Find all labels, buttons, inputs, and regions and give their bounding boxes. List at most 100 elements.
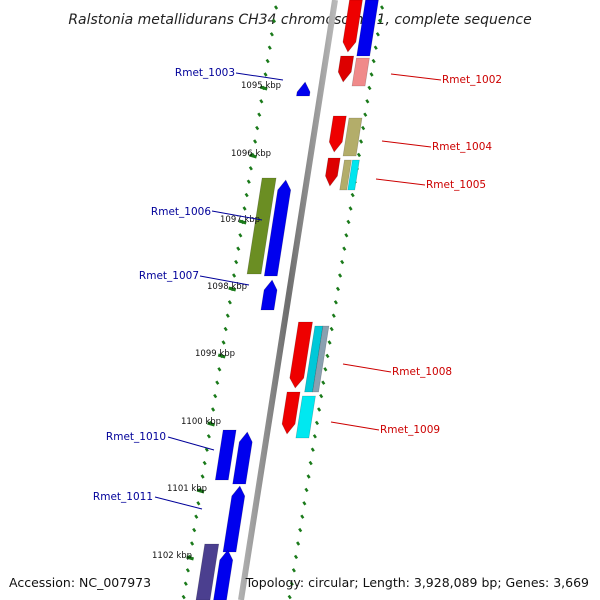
gene-label-rmet-1005[interactable]: Rmet_1005 xyxy=(426,179,486,191)
gene-label-rmet-1011[interactable]: Rmet_1011 xyxy=(93,491,153,503)
tick-mark xyxy=(377,18,383,24)
gene-label-rmet-1003[interactable]: Rmet_1003 xyxy=(175,67,235,79)
tick-mark xyxy=(333,300,338,305)
gene-feature-blue[interactable] xyxy=(232,431,253,485)
tick-mark xyxy=(255,125,260,131)
gene-feature-rmet-1006[interactable] xyxy=(246,177,277,275)
gene-label-rmet-1006[interactable]: Rmet_1006 xyxy=(151,206,211,218)
tick-mark xyxy=(259,99,264,104)
kbp-label-1096: 1096 kbp xyxy=(231,149,271,159)
tick-mark xyxy=(257,112,262,117)
gene-feature-red[interactable] xyxy=(328,115,347,153)
leader-line-rmet-1011 xyxy=(154,496,203,510)
leader-line-rmet-1009 xyxy=(330,421,380,431)
tick-mark xyxy=(380,5,385,10)
gene-feature-red[interactable] xyxy=(289,321,313,389)
gene-feature-blue[interactable] xyxy=(356,0,379,57)
gene-feature-purple[interactable] xyxy=(195,543,220,600)
tick-mark xyxy=(340,259,345,265)
tick-mark xyxy=(225,313,230,318)
tick-mark xyxy=(291,568,296,573)
tick-mark xyxy=(344,233,349,238)
kbp-labels: 1095 kbp 1096 kbp 1097 kbp 1098 kbp 1099… xyxy=(152,81,281,561)
tick-mark xyxy=(321,380,326,385)
kbp-label-1098: 1098 kbp xyxy=(207,282,247,292)
gene-feature-rmet-1003[interactable] xyxy=(296,81,311,97)
tick-mark xyxy=(211,407,216,412)
gene-feature-olive-small[interactable] xyxy=(339,159,352,191)
tick-mark xyxy=(213,393,218,399)
tick-mark xyxy=(298,527,303,533)
gene-label-rmet-1004[interactable]: Rmet_1004 xyxy=(432,141,492,153)
gene-feature-red[interactable] xyxy=(281,391,301,435)
kbp-label-1099: 1099 kbp xyxy=(195,349,235,359)
gene-label-rmet-1008[interactable]: Rmet_1008 xyxy=(392,366,452,378)
tick-mark xyxy=(234,259,239,265)
major-tick xyxy=(186,555,194,561)
major-tick xyxy=(207,421,215,427)
tick-mark xyxy=(200,474,205,479)
gene-feature-blue[interactable] xyxy=(263,179,292,277)
kbp-label-1100: 1100 kbp xyxy=(181,417,221,427)
gene-feature-olive[interactable] xyxy=(342,117,363,157)
gene-label-rmet-1010[interactable]: Rmet_1010 xyxy=(106,431,166,443)
major-tick xyxy=(238,219,247,225)
gene-feature-red[interactable] xyxy=(325,157,341,187)
major-tick xyxy=(196,488,205,494)
gene-label-rmet-1002[interactable]: Rmet_1002 xyxy=(442,74,502,86)
tick-mark xyxy=(348,206,353,211)
tick-mark xyxy=(227,300,232,305)
gene-features xyxy=(195,0,379,600)
tick-mark xyxy=(190,541,195,546)
tick-mark xyxy=(263,72,268,77)
tick-mark xyxy=(192,527,197,533)
gene-label-rmet-1007[interactable]: Rmet_1007 xyxy=(139,270,199,282)
tick-mark xyxy=(308,460,313,466)
tick-mark xyxy=(335,286,341,292)
leader-line-rmet-1007 xyxy=(199,275,250,286)
tick-mark xyxy=(183,581,188,586)
tick-mark xyxy=(312,434,317,439)
tick-mark xyxy=(244,192,249,198)
tick-mark xyxy=(310,447,315,452)
tick-mark xyxy=(327,340,332,345)
tick-mark xyxy=(373,45,378,50)
accession-text: Accession: NC_007973 xyxy=(9,575,151,590)
major-tick xyxy=(228,286,237,292)
kbp-label-1097: 1097 kbp xyxy=(220,215,260,225)
tick-mark xyxy=(185,568,190,573)
gene-label-rmet-1009[interactable]: Rmet_1009 xyxy=(380,424,440,436)
tick-mark xyxy=(329,326,334,332)
tick-mark xyxy=(367,85,372,91)
tick-mark xyxy=(359,139,364,144)
tick-mark xyxy=(253,139,258,144)
leader-line-rmet-1010 xyxy=(167,436,215,451)
leader-line-rmet-1005 xyxy=(375,178,426,186)
kbp-label-1095: 1095 kbp xyxy=(241,81,281,91)
tick-mark xyxy=(223,326,228,332)
reverse-gene-labels: Rmet_1003 Rmet_1006 Rmet_1007 Rmet_1010 … xyxy=(93,67,235,503)
tick-mark xyxy=(346,219,351,225)
major-tick xyxy=(259,85,268,91)
tick-mark xyxy=(325,353,330,359)
gene-feature-rmet-1010[interactable] xyxy=(214,429,237,481)
leader-line-rmet-1004 xyxy=(381,140,432,148)
tick-mark xyxy=(363,112,368,117)
gene-feature-rmet-1007[interactable] xyxy=(260,279,278,311)
gene-feature-rmet-1009[interactable] xyxy=(295,395,316,439)
gene-feature-rmet-1011[interactable] xyxy=(222,485,246,553)
tick-mark xyxy=(194,514,199,519)
map-title: Ralstonia metallidurans CH34 chromosome … xyxy=(68,12,531,28)
chromosome-backbone xyxy=(238,0,338,600)
tick-mark xyxy=(338,273,343,278)
gene-feature-blue[interactable] xyxy=(213,549,234,600)
kbp-label-1102: 1102 kbp xyxy=(152,551,192,561)
tick-mark xyxy=(271,18,277,24)
gene-feature-rmet-1002[interactable] xyxy=(351,57,370,87)
gene-feature-rmet-1005[interactable] xyxy=(347,159,360,191)
gene-feature-rmet-1002-neighbor[interactable] xyxy=(337,55,355,83)
gene-feature-grey[interactable] xyxy=(312,325,330,393)
gene-feature-red[interactable] xyxy=(342,0,363,53)
tick-mark xyxy=(314,420,320,426)
tick-mark xyxy=(323,367,328,372)
